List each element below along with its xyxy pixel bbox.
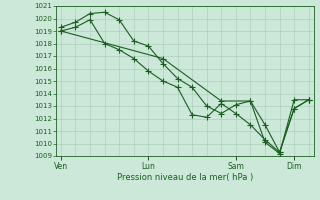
X-axis label: Pression niveau de la mer( hPa ): Pression niveau de la mer( hPa ) bbox=[117, 173, 253, 182]
